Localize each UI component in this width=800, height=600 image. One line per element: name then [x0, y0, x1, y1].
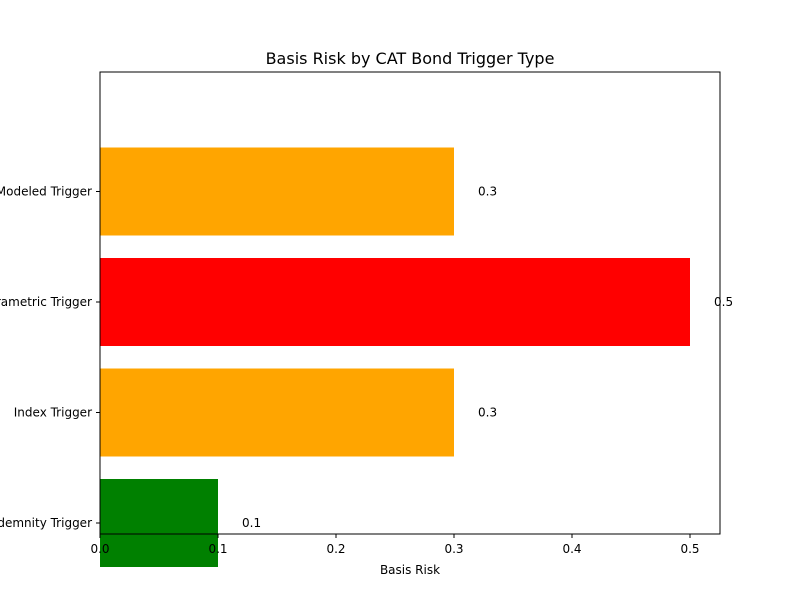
data-label-group: 0.1 0.3 0.5 0.3 — [242, 185, 733, 531]
data-label: 0.3 — [478, 406, 497, 420]
data-label: 0.1 — [242, 516, 261, 530]
y-axis-ticks: Indemnity Trigger Index Trigger Parametric… — [0, 185, 100, 530]
x-axis-label: Basis Risk — [380, 563, 440, 577]
x-axis-ticks: 0.0 0.1 0.2 0.3 0.4 0.5 — [90, 534, 700, 556]
y-tick-label: Parametric Trigger — [0, 295, 92, 309]
bar — [100, 147, 454, 236]
data-label: 0.5 — [714, 295, 733, 309]
chart-title: Basis Risk by CAT Bond Trigger Type — [266, 49, 555, 68]
bar — [100, 368, 454, 457]
x-tick-label: 0.5 — [680, 542, 699, 556]
bar — [100, 479, 218, 567]
plot-frame — [99, 71, 721, 535]
bar — [100, 258, 690, 346]
y-tick-label: Modeled Trigger — [0, 185, 92, 199]
bar-group — [100, 147, 690, 567]
data-label: 0.3 — [478, 185, 497, 199]
y-tick-label: Indemnity Trigger — [0, 516, 92, 530]
x-tick-label: 0.2 — [326, 542, 345, 556]
x-tick-label: 0.0 — [90, 542, 109, 556]
x-tick-label: 0.3 — [444, 542, 463, 556]
y-tick-label: Index Trigger — [14, 406, 92, 420]
x-tick-label: 0.1 — [208, 542, 227, 556]
x-tick-label: 0.4 — [562, 542, 581, 556]
